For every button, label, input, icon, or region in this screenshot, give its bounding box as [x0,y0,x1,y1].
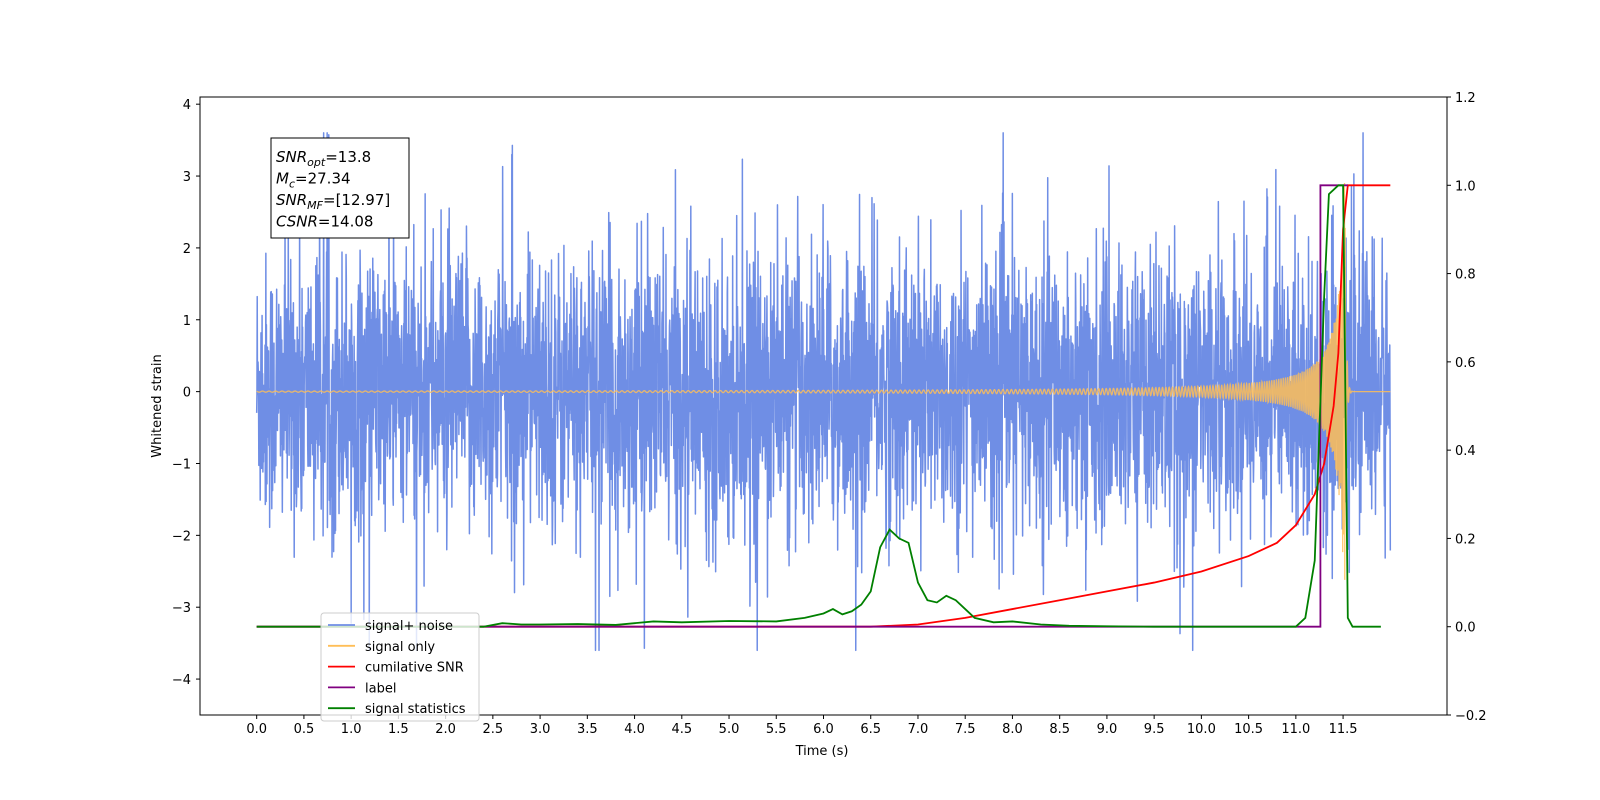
y-left-tick-label: 3 [183,170,191,185]
x-tick-label: 0.0 [246,722,267,737]
y-right-tick-label: 1.2 [1455,91,1476,106]
x-tick-label: 5.5 [766,722,787,737]
y-left-tick-label: −2 [172,529,191,544]
legend-label: signal only [365,640,435,655]
y-right-tick-label: 0.6 [1455,356,1476,371]
legend-label: signal statistics [365,702,466,717]
x-tick-label: 8.0 [1002,722,1023,737]
y-left-tick-label: 2 [183,242,191,257]
series-signal-only [256,183,1391,580]
x-tick-label: 11.5 [1329,722,1358,737]
legend-frame [320,612,480,722]
x-tick-label: 7.5 [955,722,976,737]
legend-label: label [365,681,396,696]
x-tick-label: 8.5 [1049,722,1070,737]
x-axis-label: Time (s) [795,744,849,759]
x-tick-label: 1.5 [388,722,409,737]
y-right-tick-label: 0.4 [1455,444,1476,459]
y-right-tick-label: 0.2 [1455,532,1476,547]
x-tick-label: 9.5 [1144,722,1165,737]
legend-label: cumilative SNR [365,661,464,676]
y-left-tick-label: 0 [183,386,191,401]
y-right-tick-label: 0.8 [1455,268,1476,283]
x-tick-label: 10.5 [1234,722,1263,737]
y-axis-label: Whitened strain [150,354,165,457]
annotation-frame [270,137,410,239]
annotation-line: CSNR=14.08 [276,213,373,231]
x-tick-label: 3.0 [530,722,551,737]
x-tick-label: 2.5 [483,722,504,737]
x-tick-label: 11.0 [1281,722,1310,737]
y-right-tick-label: 0.0 [1455,621,1476,636]
x-tick-label: 4.5 [671,722,692,737]
y-left-tick-label: −4 [172,673,191,688]
x-tick-label: 0.5 [294,722,315,737]
metrics-annotation-box: SNRopt=13.8Mc=27.34SNRMF=[12.97]CSNR=14.… [270,137,410,239]
x-tick-label: 6.0 [813,722,834,737]
annotation-line: SNRMF=[12.97] [276,191,390,212]
x-tick-label: 3.5 [577,722,598,737]
x-tick-label: 4.0 [624,722,645,737]
legend: signal+ noise signal only cumilative SNR la… [320,612,480,722]
y-left-tick-label: 4 [183,98,191,113]
annotation-line: Mc=27.34 [276,170,351,191]
x-tick-label: 6.5 [860,722,881,737]
x-tick-label: 7.0 [908,722,929,737]
y-axis-right: −0.2 0.0 0.2 0.4 0.6 0.8 1.0 1.2 [1447,91,1487,724]
y-left-tick-label: −3 [172,601,191,616]
plot-series-layer [255,132,1392,652]
x-tick-label: 10.0 [1187,722,1216,737]
x-tick-label: 9.0 [1097,722,1118,737]
series-cumilative-snr [256,184,1391,628]
series-signal-statistics [256,184,1381,628]
x-tick-label: 1.0 [341,722,362,737]
y-right-tick-label: −0.2 [1455,709,1487,724]
series-signal-noise [255,132,1392,652]
y-axis-left: −4 −3 −2 −1 0 1 2 3 4 [172,98,200,688]
x-tick-label: 2.0 [435,722,456,737]
x-axis: 0.0 0.5 1.0 1.5 2.0 2.5 3.0 3.5 4.0 4.5 5.0 5.5 6.0 6… [246,715,1358,737]
y-left-tick-label: 1 [183,314,191,329]
y-left-tick-label: −1 [172,457,191,472]
y-right-tick-label: 1.0 [1455,179,1476,194]
annotation-line: SNRopt=13.8 [276,148,371,169]
x-tick-label: 5.0 [719,722,740,737]
legend-label: signal+ noise [365,619,453,634]
